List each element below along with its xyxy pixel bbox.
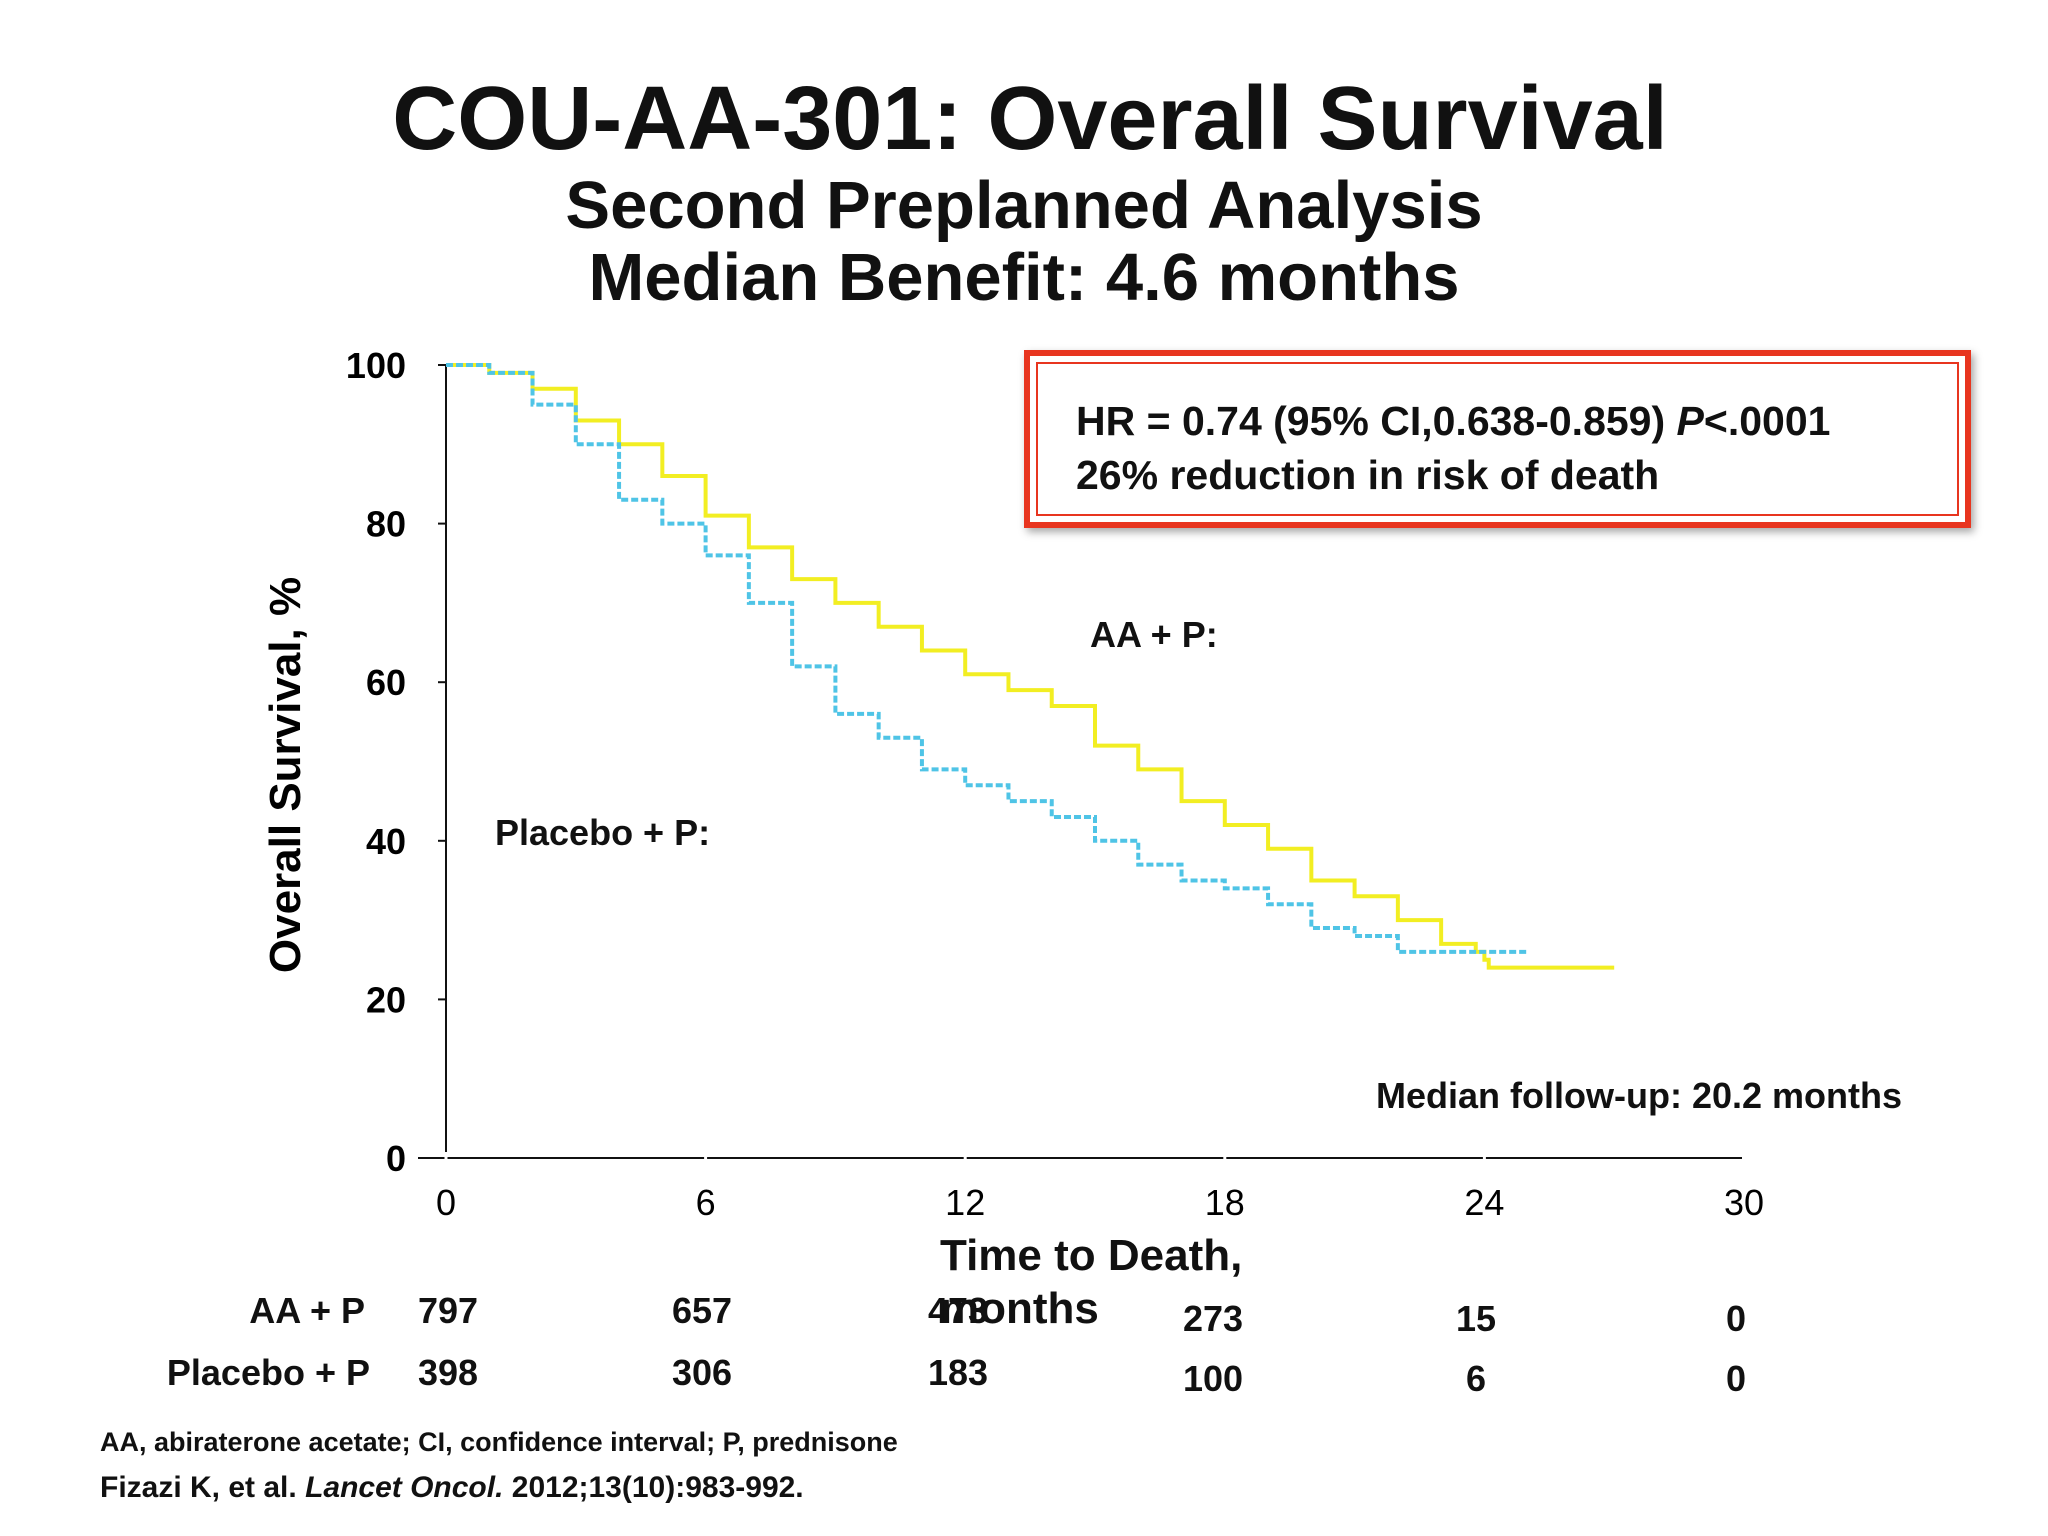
risk-count: 306 bbox=[671, 1352, 733, 1393]
y-axis-title: Overall Survival, % bbox=[261, 577, 310, 973]
aa-survival-curve bbox=[446, 363, 1615, 970]
risk-count: 100 bbox=[1182, 1358, 1244, 1399]
risk-count: 398 bbox=[417, 1352, 479, 1393]
p-symbol: P bbox=[1676, 398, 1704, 444]
placebo-survival-curve bbox=[446, 363, 1528, 954]
x-tick-label: 12 bbox=[945, 1182, 985, 1223]
chart-series bbox=[446, 363, 1615, 970]
risk-row-placebo-label: Placebo + P bbox=[166, 1352, 370, 1393]
citation-journal: Lancet Oncol. bbox=[305, 1471, 504, 1504]
slide-subtitle: Second Preplanned Analysis bbox=[565, 168, 1483, 243]
hazard-ratio-inner-border bbox=[1036, 362, 1959, 516]
median-benefit-subtitle: Median Benefit: 4.6 months bbox=[588, 240, 1460, 315]
risk-count: 273 bbox=[1182, 1298, 1244, 1339]
y-tick-label: 60 bbox=[366, 662, 406, 703]
median-followup-label: Median follow-up: 20.2 months bbox=[1376, 1075, 1903, 1116]
citation: Fizazi K, et al. Lancet Oncol. 2012;13(1… bbox=[100, 1468, 880, 1507]
p-value: <.0001 bbox=[1703, 398, 1831, 444]
x-tick-label: 18 bbox=[1205, 1182, 1245, 1223]
y-tick-label: 80 bbox=[366, 504, 406, 545]
chart-axes: 0 20 40 60 80 100 0 6 12 18 24 30 bbox=[346, 345, 1764, 1223]
y-tick-label: 0 bbox=[386, 1138, 406, 1179]
citation-details: 2012;13(10):983-992. bbox=[503, 1471, 804, 1504]
aa-series-label: AA + P: bbox=[1090, 614, 1218, 655]
x-axis-title: Time to Death, months bbox=[940, 1231, 1243, 1333]
risk-count: 183 bbox=[927, 1352, 989, 1393]
risk-row-aa-label: AA + P bbox=[249, 1290, 365, 1331]
y-tick-label: 20 bbox=[366, 979, 406, 1020]
citation-authors: Fizazi K, et al. bbox=[100, 1471, 306, 1504]
x-tick-label: 0 bbox=[436, 1182, 456, 1223]
hazard-ratio-line: HR = 0.74 (95% CI,0.638-0.859) P<.0001 bbox=[1076, 398, 1830, 445]
risk-count: 0 bbox=[1725, 1358, 1747, 1399]
placebo-series-label: Placebo + P: bbox=[495, 812, 711, 853]
risk-count: 473 bbox=[927, 1290, 989, 1331]
footnote-abbreviations: AA, abiraterone acetate; CI, confidence … bbox=[100, 1427, 898, 1457]
slide-title: COU-AA-301: Overall Survival bbox=[392, 69, 1668, 169]
risk-count: 6 bbox=[1465, 1358, 1487, 1399]
hazard-ratio-box: HR = 0.74 (95% CI,0.638-0.859) P<.0001 2… bbox=[1024, 350, 1971, 528]
x-tick-label: 30 bbox=[1724, 1182, 1764, 1223]
risk-count: 0 bbox=[1725, 1298, 1747, 1339]
risk-count: 657 bbox=[671, 1290, 733, 1331]
x-tick-label: 24 bbox=[1464, 1182, 1504, 1223]
risk-reduction-text: 26% reduction in risk of death bbox=[1076, 452, 1660, 498]
x-tick-label: 6 bbox=[696, 1182, 716, 1223]
risk-count: 15 bbox=[1455, 1298, 1497, 1339]
hazard-ratio-text: HR = 0.74 (95% CI,0.638-0.859) bbox=[1076, 398, 1677, 444]
risk-count: 797 bbox=[417, 1290, 479, 1331]
y-tick-label: 40 bbox=[366, 821, 406, 862]
y-tick-label: 100 bbox=[346, 345, 406, 386]
